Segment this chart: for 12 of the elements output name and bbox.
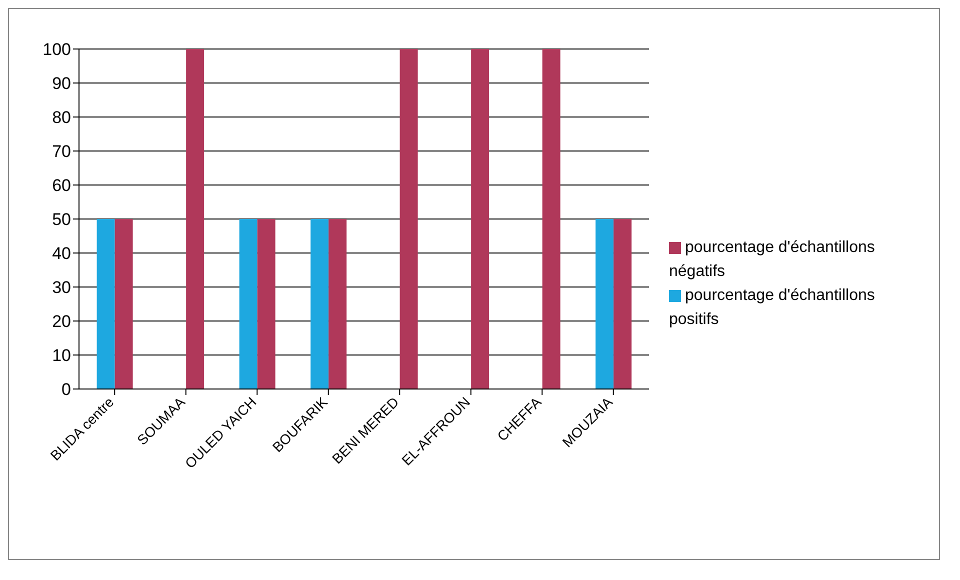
y-tick-label: 100 [42,40,71,60]
y-tick-label: 0 [62,380,71,400]
y-tick-label: 90 [52,74,71,94]
y-tick-label: 30 [52,278,71,298]
y-tick-label: 60 [52,176,71,196]
y-tick-label: 10 [52,346,71,366]
y-tick-label: 70 [52,142,71,162]
legend-label: pourcentage d'échantillons positifs [669,287,875,328]
y-tick-label: 40 [52,244,71,264]
y-tick-label: 20 [52,312,71,332]
y-tick-label: 80 [52,108,71,128]
y-tick-label: 50 [52,210,71,230]
